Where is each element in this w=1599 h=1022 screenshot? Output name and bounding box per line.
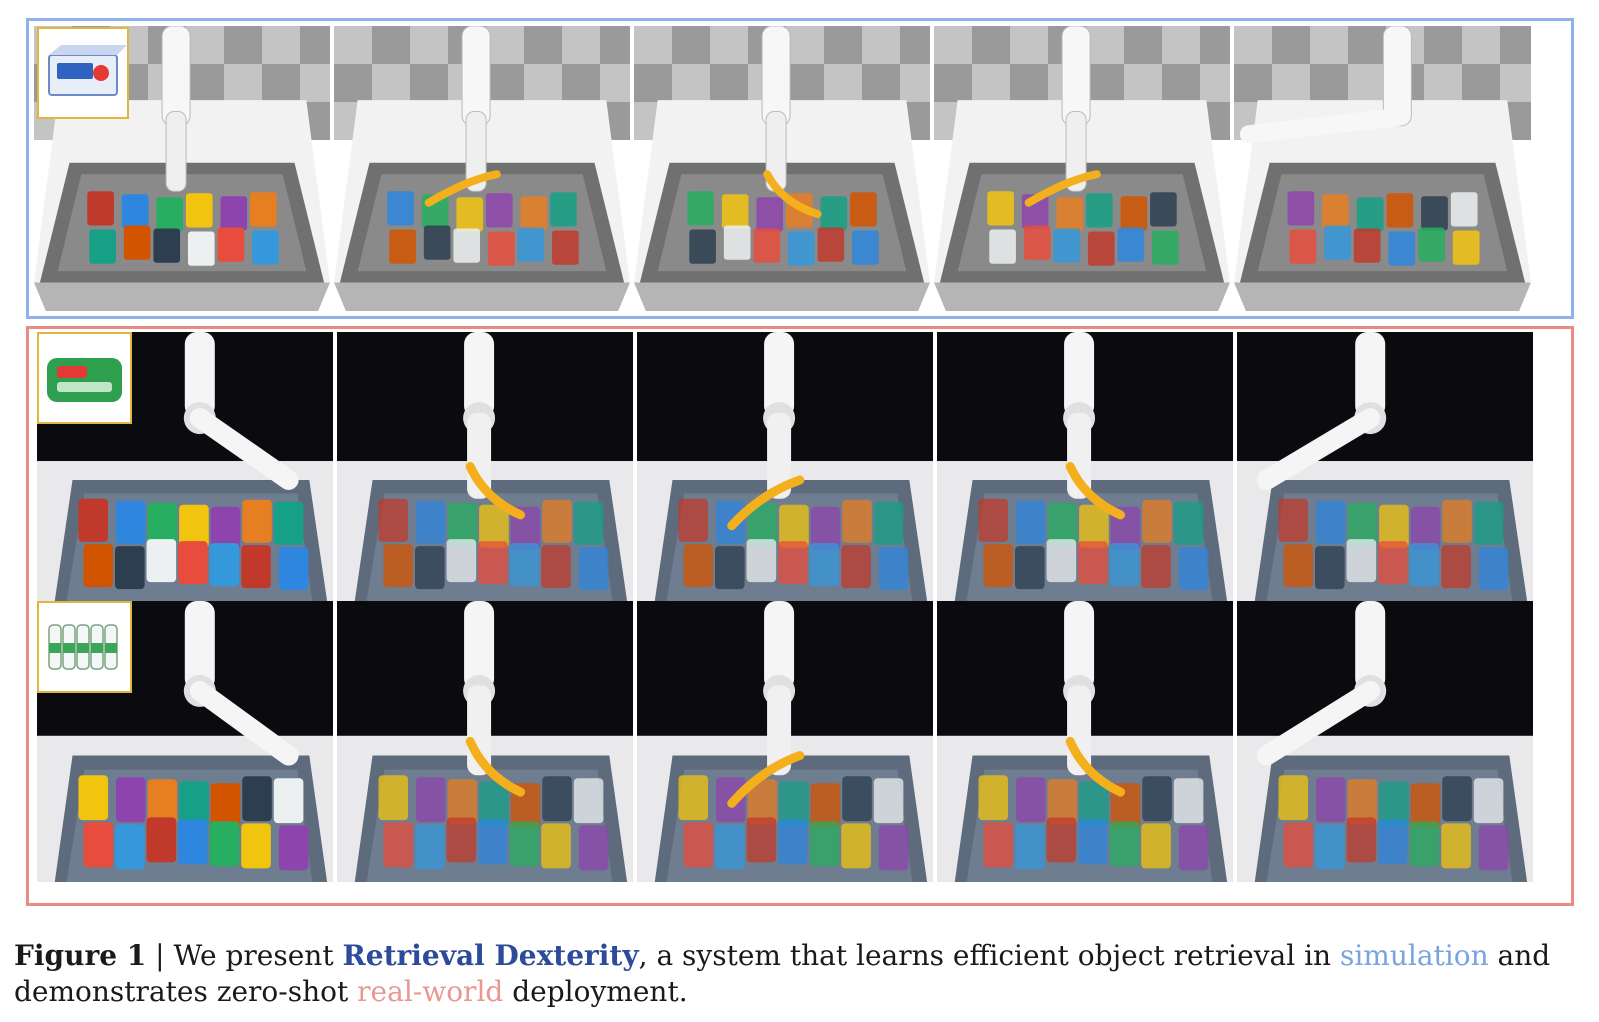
real-scene bbox=[937, 601, 1233, 882]
real-row2-frame-3 bbox=[637, 601, 933, 882]
soap-box-icon bbox=[48, 45, 127, 96]
yogurt-drink-bottles-icon bbox=[48, 624, 118, 670]
sim-target-inset bbox=[37, 27, 129, 119]
sim-frame-4 bbox=[934, 26, 1230, 311]
real-scene bbox=[1237, 332, 1533, 601]
sim-scene bbox=[1234, 26, 1531, 311]
motion-arrow bbox=[727, 751, 805, 808]
figure-caption: Figure 1 | We present Retrieval Dexterit… bbox=[14, 938, 1586, 1010]
caption-text-end: deployment. bbox=[512, 975, 688, 1008]
system-name: Retrieval Dexterity bbox=[342, 939, 639, 972]
sim-frame-1 bbox=[34, 26, 330, 311]
real-row1-target-inset bbox=[37, 332, 132, 424]
caption-text-middle: , a system that learns efficient object … bbox=[638, 939, 1332, 972]
real-scene bbox=[637, 601, 933, 882]
real-world-panel bbox=[26, 326, 1574, 906]
motion-arrow bbox=[1024, 170, 1101, 207]
motion-arrow bbox=[1065, 462, 1126, 520]
sim-scene bbox=[634, 26, 930, 311]
figure-label: Figure 1 bbox=[14, 939, 147, 972]
motion-arrow bbox=[763, 170, 822, 219]
simulation-panel bbox=[26, 18, 1574, 319]
real-row1-frame-5 bbox=[1237, 332, 1533, 601]
sim-frame-5 bbox=[1234, 26, 1531, 311]
motion-arrow bbox=[424, 170, 501, 207]
caption-text-and: and demonstrates zero-shot bbox=[14, 939, 1551, 1008]
real-row2-frame-2 bbox=[337, 601, 633, 882]
real-row2-frame-4 bbox=[937, 601, 1233, 882]
real-scene bbox=[1237, 601, 1533, 882]
green-wipes-pack-icon bbox=[47, 358, 122, 402]
real-row1-frame-3 bbox=[637, 332, 933, 601]
motion-arrow bbox=[1065, 737, 1126, 797]
real-row1-frame-2 bbox=[337, 332, 633, 601]
sim-scene bbox=[34, 26, 330, 311]
real-scene bbox=[337, 601, 633, 882]
motion-arrow bbox=[727, 475, 805, 531]
real-scene bbox=[637, 332, 933, 601]
sim-frame-3 bbox=[634, 26, 930, 311]
real-row1-frame-4 bbox=[937, 332, 1233, 601]
real-row2-frame-5 bbox=[1237, 601, 1533, 882]
sim-frame-2 bbox=[334, 26, 630, 311]
caption-text-before: We present bbox=[173, 939, 334, 972]
real-scene bbox=[337, 332, 633, 601]
motion-arrow bbox=[465, 462, 526, 520]
real-row2-target-inset bbox=[37, 601, 132, 693]
simulation-word: simulation bbox=[1339, 939, 1489, 972]
sim-scene bbox=[934, 26, 1230, 311]
sim-scene bbox=[334, 26, 630, 311]
real-scene bbox=[937, 332, 1233, 601]
caption-separator: | bbox=[155, 939, 165, 972]
motion-arrow bbox=[465, 737, 526, 797]
real-world-word: real-world bbox=[357, 975, 504, 1008]
